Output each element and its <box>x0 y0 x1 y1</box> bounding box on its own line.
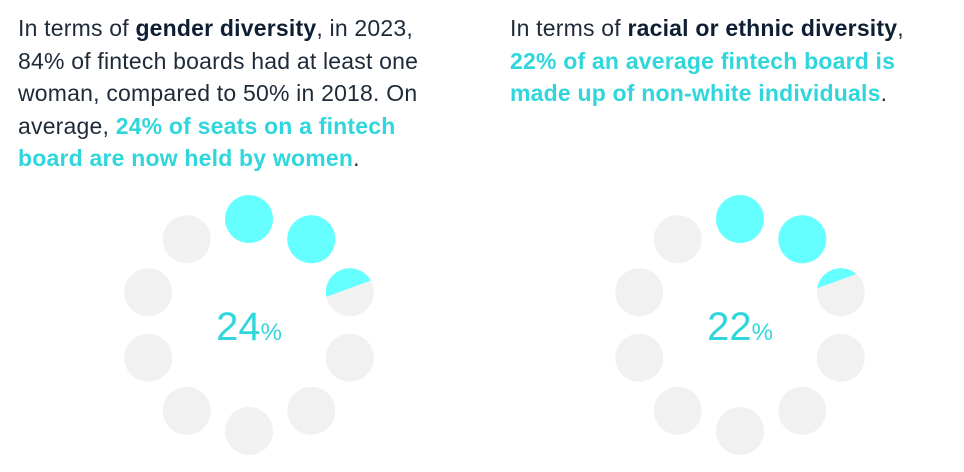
filled-dot <box>287 215 336 264</box>
filled-dot <box>716 195 764 243</box>
highlight-cyan: 24% of seats on a fintech <box>115 112 396 139</box>
percent-sign: % <box>261 319 282 346</box>
text: average, <box>18 112 116 139</box>
empty-dot <box>162 386 211 435</box>
filled-dot <box>778 215 827 264</box>
empty-dot <box>325 333 374 382</box>
percent-value: 24 <box>216 305 261 349</box>
gender-dot-chart: 24% <box>124 195 374 455</box>
racial-diversity-text: In terms of racial or ethnic diversity, … <box>510 12 904 110</box>
text: . <box>353 145 360 171</box>
percent-label: 24% <box>216 305 282 349</box>
text: , in 2023, <box>316 15 413 41</box>
empty-dot <box>816 333 865 382</box>
text: In terms of <box>510 15 628 41</box>
empty-dot <box>162 215 211 264</box>
racial-dot-chart: 22% <box>615 195 865 455</box>
filled-dot <box>225 195 273 243</box>
empty-dot <box>124 333 173 382</box>
highlight-bold: racial or ethnic diversity <box>627 15 898 41</box>
text: 84% of fintech boards had at least one <box>18 47 419 74</box>
text: In terms of <box>18 15 136 41</box>
empty-dot <box>287 386 336 435</box>
highlight-cyan: made up of non-white individuals <box>510 80 881 106</box>
empty-dot <box>225 407 273 455</box>
empty-dot <box>615 333 664 382</box>
highlight-cyan: board are now held by women <box>18 145 354 171</box>
percent-value: 22 <box>707 305 752 349</box>
text: woman, compared to 50% in 2018. On <box>18 80 418 106</box>
gender-diversity-text: In terms of gender diversity, in 2023, 8… <box>18 12 418 175</box>
empty-dot <box>124 268 173 317</box>
text: , <box>897 15 904 41</box>
empty-dot <box>615 268 664 317</box>
empty-dot <box>778 386 827 435</box>
highlight-bold: gender diversity <box>135 15 317 41</box>
percent-label: 22% <box>707 305 773 349</box>
empty-dot <box>716 407 764 455</box>
highlight-cyan: 22% of an average fintech board is <box>510 47 896 74</box>
percent-sign: % <box>752 319 773 346</box>
text: . <box>880 80 888 106</box>
empty-dot <box>653 386 702 435</box>
empty-dot <box>653 215 702 264</box>
